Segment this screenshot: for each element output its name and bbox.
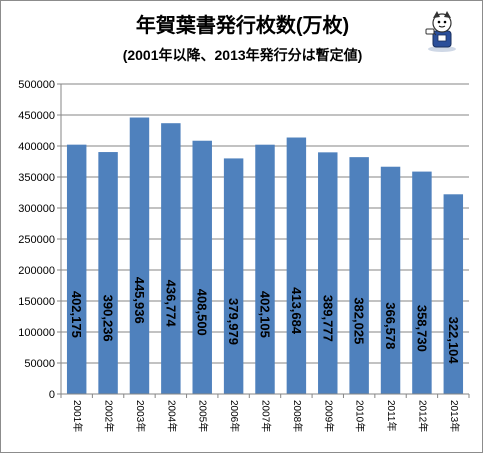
x-tick-label: 2010年 xyxy=(354,400,367,432)
bar xyxy=(223,158,244,394)
x-tick-label: 2007年 xyxy=(260,400,273,432)
mascot-character-icon xyxy=(425,11,456,52)
bar xyxy=(66,144,87,394)
bar xyxy=(255,144,275,394)
x-tick-label: 2001年 xyxy=(71,400,84,432)
bar xyxy=(192,140,212,394)
y-tick-label: 500000 xyxy=(18,79,55,91)
y-tick-label: 450000 xyxy=(18,110,55,122)
y-axis-ticks: 0 50000 100000 150000 200000 250000 300000 3500… xyxy=(18,79,61,401)
bar xyxy=(129,117,150,394)
data-label: 382,025 xyxy=(352,297,367,344)
chart-title: 年賀葉書発行枚数(万枚) xyxy=(135,15,350,37)
data-label: 358,730 xyxy=(414,305,429,352)
data-label: 366,578 xyxy=(383,302,398,349)
data-label: 445,936 xyxy=(132,277,147,324)
bar xyxy=(318,152,338,394)
data-label: 402,105 xyxy=(258,291,273,338)
y-tick-label: 300000 xyxy=(18,203,55,215)
bar xyxy=(286,137,307,394)
y-tick-label: 250000 xyxy=(18,234,55,246)
bars xyxy=(66,117,464,394)
x-tick-label: 2005年 xyxy=(197,400,210,432)
x-tick-label: 2009年 xyxy=(322,400,335,432)
data-label: 390,236 xyxy=(101,295,116,342)
chart-subtitle: (2001年以降、2013年発行分は暫定値) xyxy=(122,47,363,63)
y-tick-label: 200000 xyxy=(18,265,55,277)
data-label: 389,777 xyxy=(320,295,335,342)
y-tick-label: 150000 xyxy=(18,296,55,308)
x-tick-label: 2013年 xyxy=(448,400,461,432)
y-tick-label: 350000 xyxy=(18,172,55,184)
bar xyxy=(412,171,432,394)
x-axis-ticks: 2001年 2002年 2003年 2004年 2005年 2006年 2007年 2008年… xyxy=(60,394,470,432)
x-tick-label: 2008年 xyxy=(291,400,304,432)
y-tick-label: 0 xyxy=(49,389,55,401)
x-tick-label: 2003年 xyxy=(134,400,147,432)
data-label: 322,104 xyxy=(446,317,461,365)
bar xyxy=(98,152,118,394)
x-tick-label: 2006年 xyxy=(228,400,241,432)
data-label: 413,684 xyxy=(289,287,304,335)
bar xyxy=(349,157,369,394)
bar xyxy=(380,166,401,394)
y-tick-label: 50000 xyxy=(24,358,55,370)
x-tick-label: 2004年 xyxy=(165,400,178,432)
data-label: 436,774 xyxy=(163,280,178,328)
data-label: 408,500 xyxy=(195,289,210,336)
y-tick-label: 400000 xyxy=(18,141,55,153)
x-tick-label: 2012年 xyxy=(416,400,429,432)
bar xyxy=(443,194,464,394)
y-tick-label: 100000 xyxy=(18,327,55,339)
data-label: 402,175 xyxy=(69,291,84,338)
bar xyxy=(161,123,181,394)
x-tick-label: 2011年 xyxy=(385,400,398,432)
value-labels: 402,175 390,236 445,936 436,774 408,500 379,9… xyxy=(69,277,461,365)
x-tick-label: 2002年 xyxy=(103,400,116,432)
data-label: 379,979 xyxy=(226,298,241,345)
